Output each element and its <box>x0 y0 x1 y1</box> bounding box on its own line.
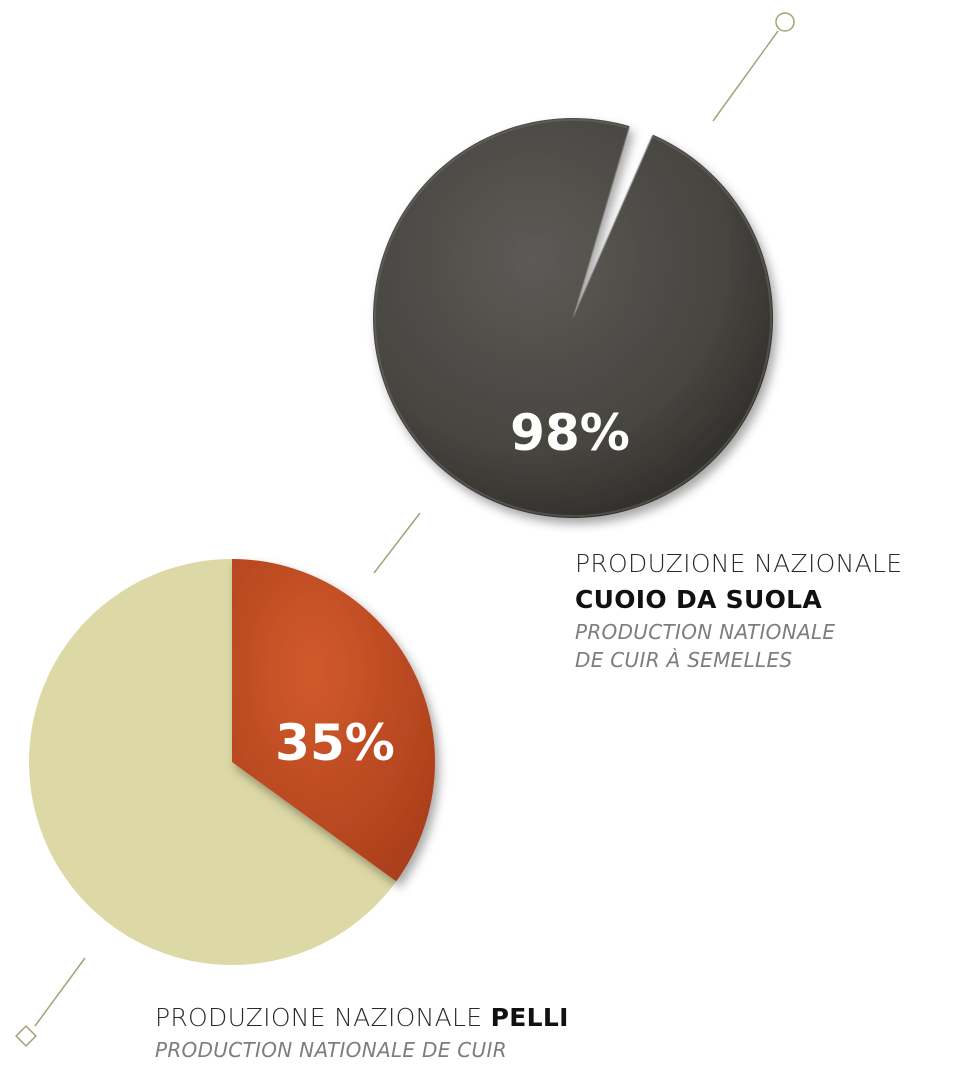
caption-pelli-line1-bold: PELLI <box>490 1003 569 1032</box>
caption-cuoio-line2: CUOIO DA SUOLA <box>575 585 822 614</box>
connector-line-middle <box>373 512 421 574</box>
caption-pelli-line1-text: PRODUZIONE NAZIONALE <box>155 1003 491 1032</box>
caption-pelli-line1: PRODUZIONE NAZIONALE PELLI <box>155 1000 569 1036</box>
caption-pelli-fr-line1: PRODUCTION NATIONALE DE CUIR <box>155 1038 507 1062</box>
pie-pelli-slice-main <box>232 559 435 882</box>
caption-cuoio-line1: PRODUZIONE NAZIONALE <box>575 549 903 578</box>
connector-line-bottom <box>34 957 86 1027</box>
pie-chart-pelli <box>28 559 435 965</box>
caption-cuoio: PRODUZIONE NAZIONALE CUOIO DA SUOLA PROD… <box>575 546 902 674</box>
caption-cuoio-fr-line1: PRODUCTION NATIONALE <box>575 620 836 644</box>
pie-chart-cuoio <box>373 118 774 519</box>
pie-cuoio-value-label: 98% <box>510 404 630 462</box>
connector-decor <box>15 12 795 1047</box>
connector-line-top <box>712 30 779 122</box>
pie-pelli-value-label: 35% <box>275 714 395 772</box>
pie-pelli-slice-rest <box>28 559 397 965</box>
connector-circle-icon <box>775 12 795 32</box>
caption-cuoio-fr-line2: DE CUIR À SEMELLES <box>575 648 793 672</box>
connector-diamond-icon <box>15 1025 37 1047</box>
caption-pelli: PRODUZIONE NAZIONALE PELLI PRODUCTION NA… <box>155 1000 569 1064</box>
pie-cuoio-slice-rim <box>374 119 772 517</box>
